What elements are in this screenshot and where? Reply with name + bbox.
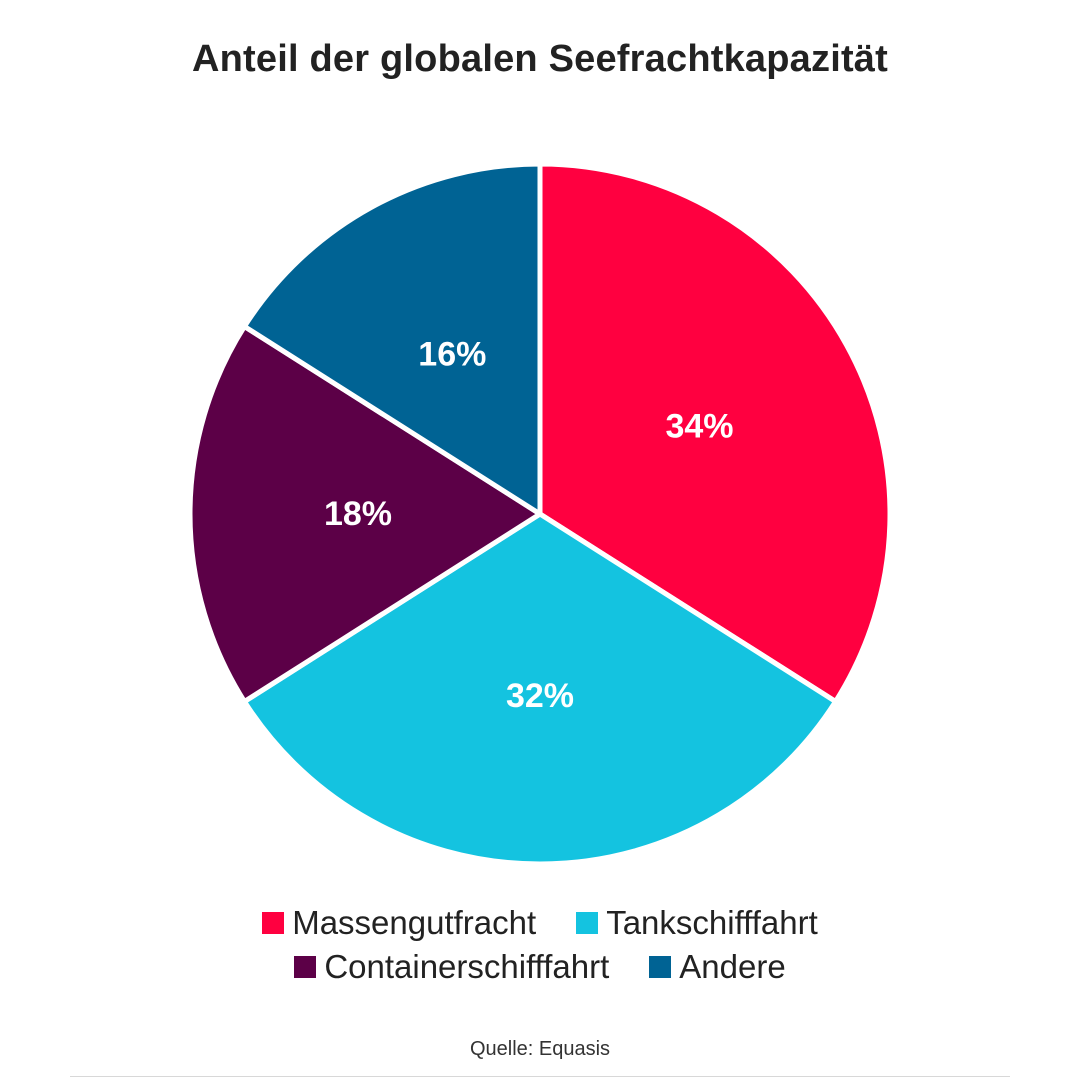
legend-swatch-massengutfracht [262,912,285,934]
legend-swatch-andere [649,956,672,978]
legend-item-containerschifffahrt: Containerschifffahrt [294,948,609,986]
source-note: Quelle: Equasis [469,1038,611,1060]
legend-label-massengutfracht: Massengutfracht [292,904,537,941]
legend-label-containerschifffahrt: Containerschifffahrt [324,948,610,985]
legend-row-2: Containerschifffahrt Andere [294,948,786,986]
pie-slice-andere [241,161,543,517]
slice-label-tankschifffahrt: 32% [506,677,574,715]
chart-title: Anteil der globalen Seefrachtkapazität [192,38,888,80]
slice-label-containerschifffahrt: 18% [324,495,392,533]
pie-slice-tankschifffahrt [241,511,839,867]
legend-swatch-tankschifffahrt [576,912,599,934]
pie-slice-containerschifffahrt [187,323,543,705]
legend-item-massengutfracht: Massengutfracht [262,904,536,942]
slice-label-andere: 16% [418,336,486,374]
legend-swatch-containerschifffahrt [294,956,317,978]
legend-row-1: Massengutfracht Tankschifffahrt [262,904,818,942]
slice-label-massengutfracht: 34% [665,407,733,445]
legend-item-andere: Andere [649,948,786,986]
legend-label-andere: Andere [679,948,786,985]
legend-label-tankschifffahrt: Tankschifffahrt [606,904,818,941]
legend: Massengutfracht Tankschifffahrt Containe… [0,904,1080,986]
legend-item-tankschifffahrt: Tankschifffahrt [576,904,818,942]
bottom-divider [70,1076,1010,1077]
